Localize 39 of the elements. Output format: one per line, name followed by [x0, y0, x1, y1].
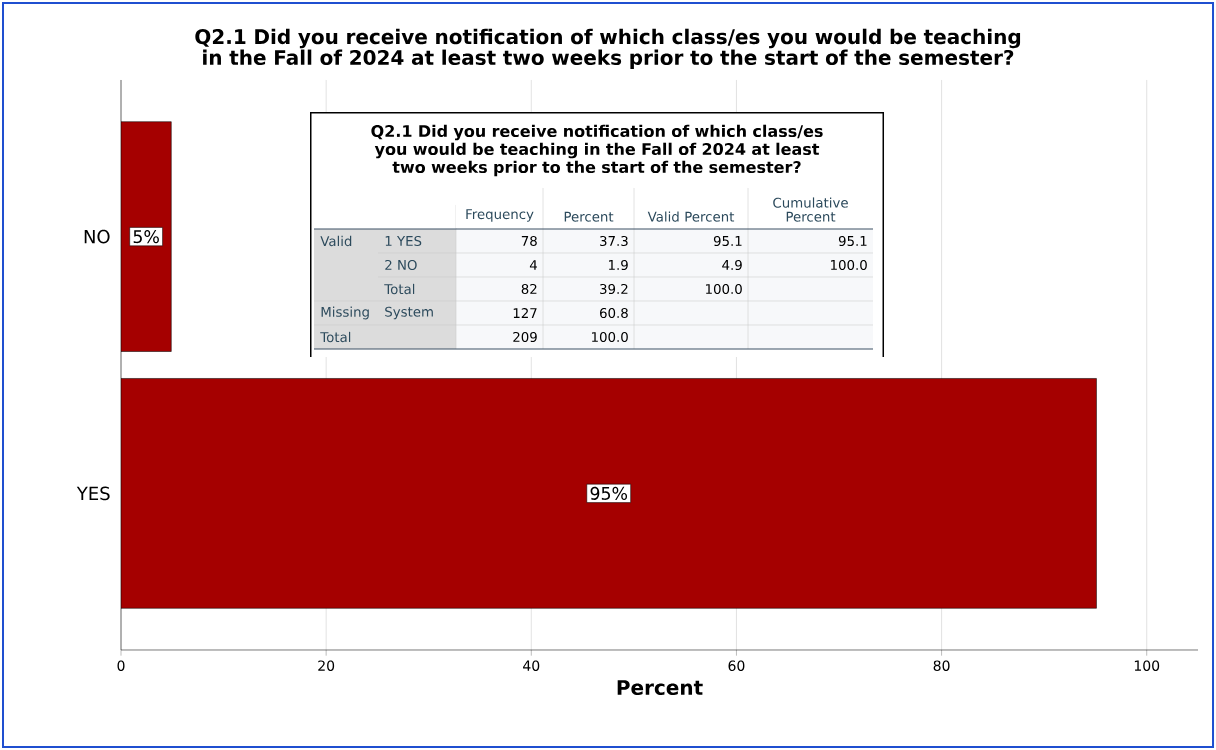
annotation: Frequency	[466, 209, 534, 222]
y-tick-label: NO	[84, 229, 110, 244]
data-label: 95%	[590, 486, 628, 500]
annotation: 4.9	[722, 259, 742, 271]
x-tick-label: 20	[318, 660, 335, 671]
x-tick-label: 60	[728, 660, 745, 671]
annotation: 1 YES	[385, 235, 422, 247]
annotation: 100.0	[592, 331, 628, 343]
x-tick-label: 0	[117, 660, 125, 671]
x-tick-label: 100	[1134, 660, 1160, 671]
annotation: 37.3	[600, 235, 628, 247]
annotation: 127	[513, 308, 537, 318]
data-label: 5%	[133, 230, 159, 244]
annotation: 82	[521, 283, 537, 295]
annotation: 60.8	[600, 307, 628, 319]
annotation: Total	[384, 283, 415, 295]
chart-title: Q2.1 Did you receive notification of which class/es you would be teaching in the Fall of 2024 at least two weeks prior to the start of the semester?	[195, 28, 1021, 69]
annotation: Missing	[321, 306, 369, 320]
y-tick-label: YES	[76, 486, 110, 501]
annotation: 4	[529, 260, 537, 270]
annotation: 100.0	[706, 283, 742, 295]
annotation: Total	[320, 331, 351, 343]
annotation: 2 NO	[385, 259, 417, 271]
annotation: 1.9	[609, 259, 628, 271]
annotation: 95.1	[838, 235, 867, 247]
x-tick-label: 40	[523, 660, 540, 671]
annotation: 95.1	[713, 235, 742, 247]
annotation: Q2.1 Did you receive notification of which class/es you would be teaching in the Fall of 2024 at least two weeks prior to the start of the semester?	[371, 124, 823, 177]
x-tick-label: 80	[933, 660, 950, 671]
annotation: Valid Percent	[647, 211, 735, 222]
annotation: 209	[513, 331, 537, 343]
annotation: Cumulative Percent	[773, 197, 848, 222]
annotation: 39.2	[600, 283, 628, 295]
annotation: 78	[521, 235, 537, 247]
annotation: System	[385, 306, 433, 320]
x-axis-title: Percent	[617, 680, 703, 696]
annotation: 100.0	[831, 259, 867, 271]
annotation: Valid	[320, 235, 352, 247]
annotation: Percent	[564, 211, 614, 222]
